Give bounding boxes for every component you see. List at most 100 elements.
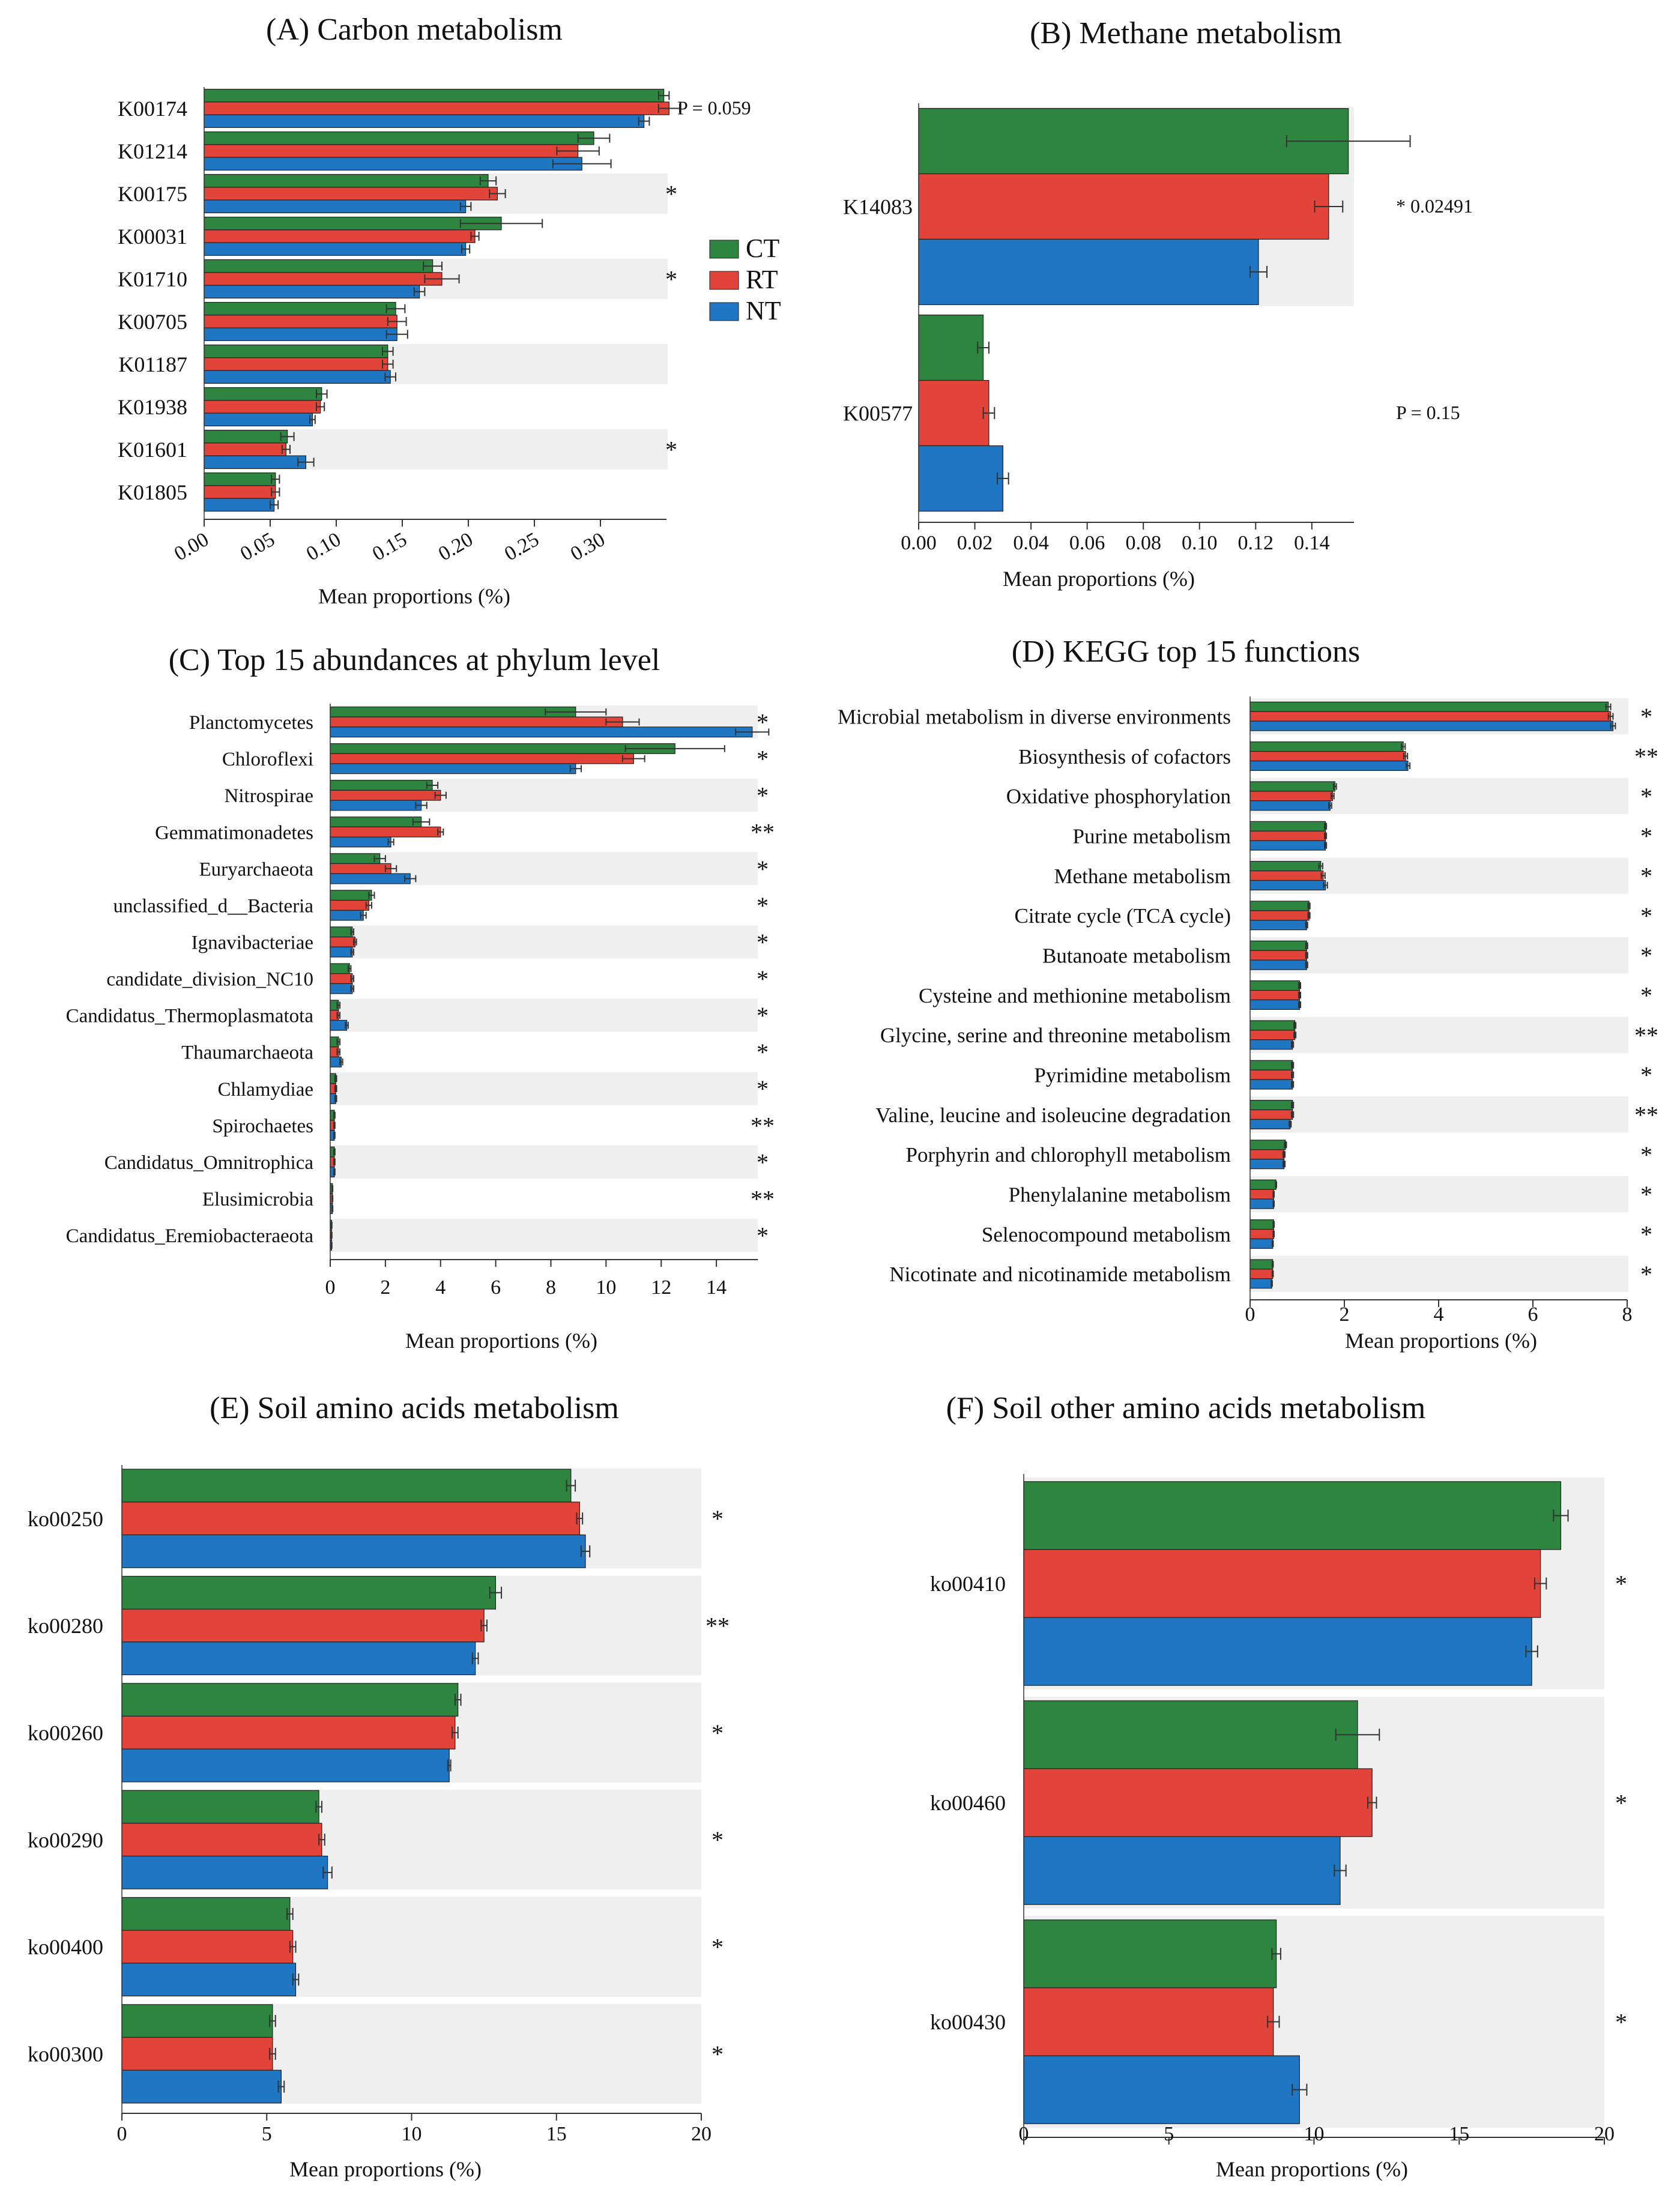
x-axis-label: Mean proportions (%) — [1003, 567, 1195, 591]
x-tick-label: 2 — [1340, 1303, 1350, 1326]
category-label: Chloroflexi — [222, 749, 313, 770]
bar-nt — [330, 983, 353, 994]
bar-rt — [1249, 870, 1324, 881]
category-label: Glycine, serine and threonine metabolism — [880, 1024, 1231, 1047]
x-tick-label: 4 — [435, 1276, 446, 1299]
row-band — [330, 1072, 758, 1105]
category-label: ko00280 — [28, 1614, 103, 1638]
significance-mark: * — [1640, 1181, 1652, 1208]
bar-rt — [1249, 750, 1406, 762]
bar-rt — [204, 357, 388, 371]
significance-mark: * — [1640, 902, 1652, 929]
significance-mark: * — [757, 1149, 769, 1176]
category-label: K01214 — [118, 139, 187, 163]
x-tick-label: 0.00 — [171, 528, 213, 566]
bar-nt — [1249, 840, 1326, 851]
bar-ct — [330, 780, 433, 791]
x-tick-label: 0.06 — [1069, 532, 1105, 554]
bar-nt — [121, 1641, 476, 1676]
panel-title: (B) Methane metabolism — [1030, 16, 1342, 50]
significance-mark: * — [757, 856, 769, 883]
bar-ct — [1249, 980, 1301, 991]
bar-rt — [330, 899, 369, 911]
significance-mark: * — [1640, 942, 1652, 969]
category-label: ko00250 — [28, 1507, 103, 1531]
significance-mark: ** — [1634, 1102, 1658, 1129]
bar-nt — [1249, 1198, 1274, 1209]
bar-rt — [1249, 830, 1326, 841]
bar-nt — [1249, 920, 1307, 931]
bar-rt — [121, 1502, 580, 1536]
category-label: Elusimicrobia — [202, 1189, 313, 1210]
significance-mark: * — [757, 965, 769, 992]
category-label: K00174 — [118, 97, 187, 121]
legend-label: CT — [746, 234, 779, 263]
row-band — [330, 925, 758, 959]
category-label: K01710 — [118, 267, 187, 291]
category-label: Purine metabolism — [1073, 824, 1231, 848]
significance-mark: ** — [751, 1112, 775, 1139]
panel-title: (A) Carbon metabolism — [266, 13, 563, 47]
significance-mark: * — [757, 709, 769, 736]
bar-nt — [1249, 760, 1409, 771]
p-value-annotation: * 0.02491 — [1396, 195, 1473, 217]
bar-nt — [1249, 1278, 1272, 1289]
bar-rt — [1249, 1069, 1293, 1080]
bar-rt — [204, 187, 498, 201]
bar-ct — [1249, 821, 1326, 832]
bar-rt — [1249, 1269, 1274, 1279]
x-tick-label: 0.14 — [1294, 532, 1330, 554]
category-label: unclassified_d__Bacteria — [113, 895, 313, 917]
bar-nt — [204, 157, 582, 171]
bar-nt — [918, 238, 1259, 306]
bar-rt — [204, 442, 286, 456]
x-tick-label: 10 — [402, 2123, 422, 2145]
bar-rt — [1249, 711, 1612, 722]
bar-rt — [330, 936, 355, 947]
bar-nt — [1249, 800, 1331, 811]
bar-rt — [1249, 1228, 1274, 1240]
x-tick-label: 0.10 — [1182, 532, 1218, 554]
bar-nt — [1249, 880, 1326, 890]
bar-nt — [1249, 1238, 1274, 1249]
bar-nt — [1249, 1079, 1293, 1090]
bar-rt — [1249, 950, 1307, 961]
significance-mark: * — [1640, 1061, 1652, 1088]
category-label: Euryarchaeota — [199, 859, 313, 880]
category-label: ko00260 — [28, 1721, 103, 1745]
category-label: Candidatus_Omnitrophica — [104, 1152, 314, 1174]
bar-ct — [1249, 1060, 1293, 1070]
x-tick-label: 2 — [380, 1276, 390, 1299]
significance-mark: * — [665, 266, 677, 293]
bar-ct — [121, 1469, 572, 1503]
bar-ct — [330, 963, 350, 974]
category-label: Spirochaetes — [212, 1116, 313, 1137]
category-label: K01601 — [118, 438, 187, 462]
category-label: ko00460 — [930, 1791, 1006, 1815]
bar-rt — [204, 101, 670, 115]
category-label: Ignavibacteriae — [192, 932, 313, 953]
p-value-annotation: P = 0.15 — [1396, 402, 1460, 423]
category-label: Cysteine and methionine metabolism — [919, 984, 1231, 1007]
x-tick-label: 8 — [546, 1276, 556, 1299]
significance-mark: * — [1640, 703, 1652, 730]
bar-rt — [1249, 989, 1301, 1001]
bar-nt — [204, 199, 467, 214]
significance-mark: * — [757, 929, 769, 956]
legend-label: RT — [746, 265, 778, 294]
bar-nt — [121, 1748, 450, 1783]
panel-soil-amino-acids: (E) Soil amino acids metabolism Mean pro… — [28, 1391, 730, 2181]
category-label: K01938 — [118, 395, 187, 419]
bar-ct — [1249, 1179, 1277, 1190]
x-tick-label: 5 — [262, 2123, 272, 2145]
x-tick-label: 0.25 — [501, 528, 543, 566]
bar-ct — [1249, 701, 1609, 712]
legend-swatch-rt — [709, 271, 739, 290]
significance-mark: * — [757, 782, 769, 809]
category-label: ko00410 — [930, 1572, 1006, 1596]
bar-ct — [330, 853, 381, 865]
bar-ct — [121, 1683, 459, 1717]
bar-nt — [1249, 1119, 1291, 1129]
bar-nt — [1249, 999, 1301, 1010]
